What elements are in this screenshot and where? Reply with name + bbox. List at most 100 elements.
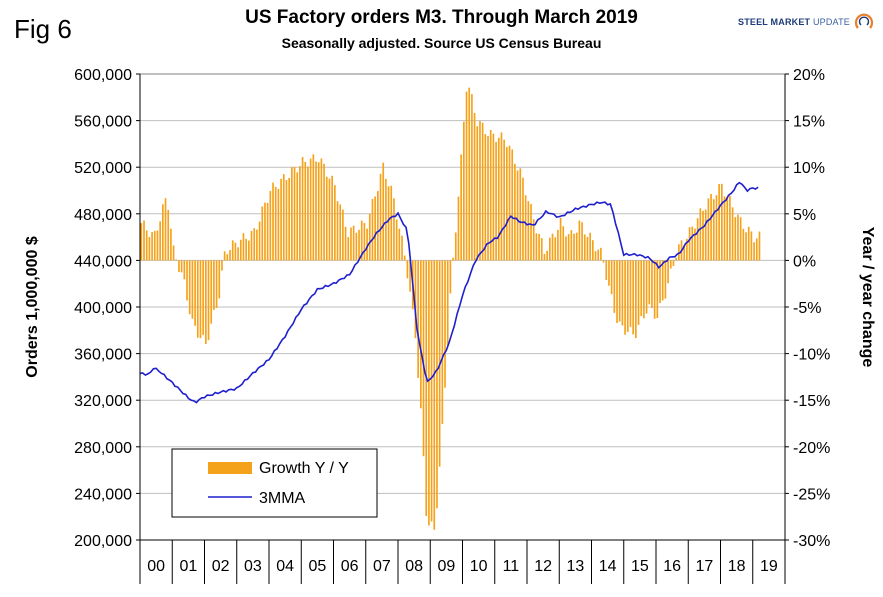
growth-bar (274, 186, 277, 261)
growth-bar (226, 254, 229, 261)
growth-bar (675, 257, 677, 261)
growth-bar (436, 260, 438, 509)
x-tick-label: 19 (760, 558, 778, 575)
left-tick-label: 360,000 (74, 347, 132, 364)
growth-bar (218, 260, 221, 299)
growth-bar (721, 183, 723, 261)
growth-bar (519, 168, 522, 261)
growth-bar (581, 222, 583, 261)
right-tick-label: -20% (793, 440, 830, 457)
growth-bar (573, 233, 575, 261)
growth-bar (264, 202, 266, 261)
growth-bar (358, 229, 360, 261)
growth-bar (747, 226, 750, 261)
x-tick-label: 03 (244, 558, 262, 575)
growth-bar (239, 239, 242, 261)
x-axis-ticks: 00 01 02 03 04 05 06 07 08 09 10 11 12 13 14 15 16 17 18 19 (139, 540, 786, 584)
growth-bar (446, 260, 449, 346)
right-tick-label: 0% (793, 253, 816, 270)
growth-bar (710, 193, 712, 261)
growth-bar (506, 147, 508, 261)
growth-bar (342, 209, 344, 261)
growth-bar (522, 177, 524, 261)
x-tick-label: 13 (566, 558, 584, 575)
growth-bar (613, 260, 616, 313)
growth-bar (221, 260, 223, 271)
growth-bar (618, 260, 621, 322)
growth-bar (248, 240, 250, 261)
growth-bar (753, 242, 755, 261)
growth-bar (393, 198, 395, 261)
growth-bar (527, 201, 530, 261)
right-tick-label: 20% (793, 67, 825, 84)
growth-bar (170, 228, 172, 261)
growth-bar (616, 260, 618, 323)
growth-bar (610, 260, 613, 295)
growth-bar (699, 208, 702, 261)
growth-bar (538, 234, 540, 261)
right-tick-label: -15% (793, 393, 830, 410)
growth-bar (454, 232, 457, 261)
growth-bar (377, 191, 379, 261)
logo-text-bold: STEEL MARKET (738, 17, 811, 27)
growth-bar (323, 163, 325, 261)
growth-bar (635, 260, 637, 339)
growth-bar (586, 236, 589, 261)
growth-bar (143, 220, 145, 261)
x-tick-label: 17 (695, 558, 713, 575)
growth-bar (277, 188, 280, 261)
growth-bar (626, 260, 629, 332)
x-tick-label: 08 (405, 558, 423, 575)
right-tick-label: -30% (793, 533, 830, 550)
growth-bar (420, 260, 422, 409)
growth-bar (653, 260, 656, 319)
growth-bar (742, 228, 745, 261)
logo-text: STEEL MARKET UPDATE (738, 17, 850, 27)
growth-bar (167, 209, 170, 261)
growth-bar (331, 175, 333, 261)
growth-bar (715, 195, 718, 261)
growth-bar (334, 185, 336, 261)
growth-bar (258, 221, 261, 261)
growth-bar (417, 260, 419, 378)
growth-bar (476, 126, 479, 261)
growth-bar (686, 238, 688, 261)
growth-bar (210, 260, 213, 324)
left-tick-label: 600,000 (74, 67, 132, 84)
growth-bar (731, 207, 734, 261)
growth-bar (707, 198, 710, 261)
growth-bar (500, 132, 503, 261)
growth-bar (355, 232, 358, 261)
growth-bar (307, 166, 309, 261)
growth-bar (755, 238, 758, 261)
growth-bar (188, 260, 191, 315)
growth-bar (605, 260, 608, 280)
growth-bar (452, 257, 454, 261)
growth-bar (688, 227, 691, 261)
brand-logo: STEEL MARKET UPDATE (738, 12, 874, 36)
growth-bar (583, 234, 586, 261)
growth-bar (368, 213, 371, 261)
growth-bar (269, 190, 272, 261)
growth-bars (140, 87, 761, 530)
growth-bar (516, 170, 519, 261)
x-tick-label: 10 (470, 558, 488, 575)
legend-label-mma: 3MMA (259, 490, 306, 507)
growth-bar (363, 222, 366, 261)
growth-bar (180, 260, 183, 273)
x-tick-label: 01 (179, 558, 197, 575)
growth-bar (702, 210, 704, 261)
growth-bar (678, 244, 680, 261)
growth-bar (406, 260, 409, 279)
growth-bar (202, 260, 204, 335)
growth-bar (178, 260, 180, 273)
growth-bar (234, 242, 237, 261)
growth-bar (554, 237, 557, 261)
growth-bar (664, 260, 667, 299)
growth-bar (304, 161, 307, 261)
right-axis-ticks: -30% -25% -20% -15% -10% -5% 0% 5% 10% 15% 20% (785, 67, 830, 550)
growth-bar (745, 232, 747, 261)
growth-bar (441, 260, 444, 424)
right-tick-label: 5% (793, 207, 816, 224)
